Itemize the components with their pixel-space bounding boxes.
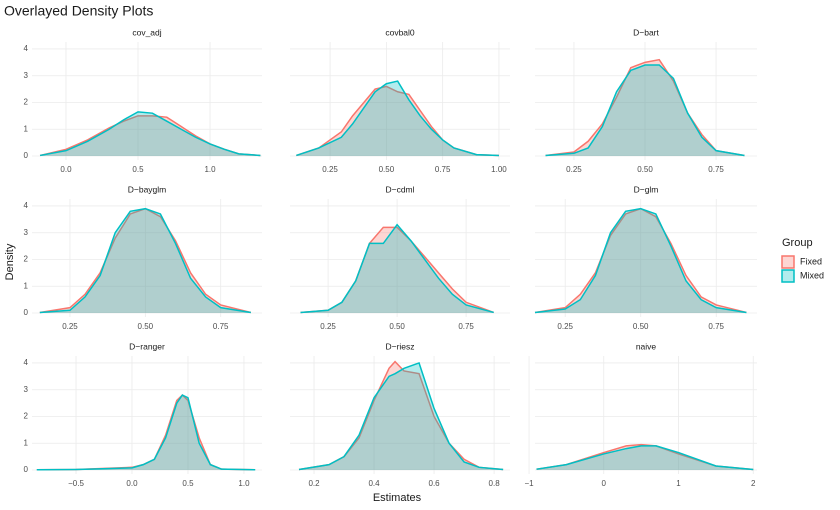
- density-line: [534, 207, 747, 314]
- chart-title: Overlayed Density Plots: [4, 3, 153, 19]
- panel-title: D−glm: [634, 184, 659, 194]
- legend-title: Group: [782, 237, 813, 249]
- y-tick-label: 2: [24, 255, 29, 264]
- x-tick-label: 1: [676, 479, 681, 488]
- x-tick-label: 0.4: [368, 479, 380, 488]
- panel-title: cov_adj: [132, 27, 161, 37]
- x-tick-label: 0.25: [320, 322, 336, 331]
- density-area: [39, 208, 251, 313]
- density-area: [36, 395, 256, 470]
- y-tick-label: 4: [24, 201, 29, 210]
- x-axis-title: Estimates: [373, 492, 422, 504]
- panel-title: D−cdml: [385, 184, 414, 194]
- x-tick-label: 0: [602, 479, 607, 488]
- y-tick-label: 3: [24, 228, 29, 237]
- x-tick-label: −1: [524, 479, 534, 488]
- y-tick-label: 0: [24, 465, 29, 474]
- x-tick-label: 0.2: [308, 479, 320, 488]
- x-tick-label: 0.75: [708, 322, 724, 331]
- panel-title: D−bart: [633, 27, 659, 37]
- density-area: [36, 395, 256, 470]
- x-tick-label: 0.50: [379, 165, 395, 174]
- x-tick-label: 0.75: [458, 322, 474, 331]
- x-tick-label: 0.8: [489, 479, 501, 488]
- density-area: [299, 362, 504, 470]
- density-area: [40, 111, 261, 156]
- panel-title: naive: [636, 341, 657, 351]
- x-tick-label: 0.75: [213, 322, 229, 331]
- density-line: [296, 80, 499, 157]
- x-tick-label: 1.0: [238, 479, 250, 488]
- x-tick-label: 0.75: [435, 165, 451, 174]
- x-tick-label: 0.0: [126, 479, 138, 488]
- density-line: [298, 361, 504, 471]
- x-tick-label: 1.00: [491, 165, 507, 174]
- y-tick-label: 3: [24, 385, 29, 394]
- x-tick-label: −0.5: [68, 479, 84, 488]
- density-line: [300, 223, 494, 314]
- density-area: [300, 227, 494, 313]
- density-area: [296, 81, 499, 156]
- x-tick-label: 0.50: [637, 165, 653, 174]
- density-area: [535, 208, 747, 313]
- density-line: [545, 64, 745, 157]
- density-area: [296, 86, 499, 156]
- x-tick-label: 0.25: [322, 165, 338, 174]
- x-tick-label: 0.5: [182, 479, 194, 488]
- density-area: [40, 115, 261, 156]
- x-tick-label: 0.50: [138, 322, 154, 331]
- legend-label: Mixed: [800, 270, 824, 280]
- density-line: [39, 111, 261, 157]
- panel-title: covbal0: [385, 27, 415, 37]
- y-tick-label: 0: [24, 151, 29, 160]
- panel-title: D−ranger: [129, 341, 165, 351]
- y-tick-label: 1: [24, 438, 29, 447]
- y-tick-label: 3: [24, 71, 29, 80]
- x-tick-label: 0.5: [132, 165, 144, 174]
- density-area: [300, 224, 494, 313]
- density-line: [545, 58, 745, 157]
- y-tick-label: 2: [24, 412, 29, 421]
- y-tick-label: 1: [24, 281, 29, 290]
- density-line: [36, 394, 256, 471]
- x-tick-label: 0.50: [389, 322, 405, 331]
- y-tick-label: 2: [24, 98, 29, 107]
- density-area: [545, 59, 745, 156]
- x-tick-label: 2: [751, 479, 756, 488]
- density-line: [36, 394, 256, 471]
- density-area: [299, 361, 504, 470]
- x-tick-label: 0.0: [60, 165, 72, 174]
- x-tick-label: 0.75: [708, 165, 724, 174]
- y-tick-label: 1: [24, 124, 29, 133]
- legend-label: Fixed: [800, 256, 822, 266]
- y-tick-label: 4: [24, 44, 29, 53]
- density-area: [545, 65, 745, 156]
- y-axis-title: Density: [4, 243, 16, 280]
- x-tick-label: 0.6: [429, 479, 441, 488]
- legend-key: [781, 255, 795, 269]
- density-area: [536, 444, 754, 470]
- panel-title: D−bayglm: [128, 184, 167, 194]
- x-tick-label: 1.0: [204, 165, 216, 174]
- density-line: [39, 207, 251, 314]
- x-tick-label: 0.25: [62, 322, 78, 331]
- panel-title: D−riesz: [385, 341, 414, 351]
- x-tick-label: 0.25: [557, 322, 573, 331]
- x-tick-label: 0.25: [566, 165, 582, 174]
- x-tick-label: 0.50: [633, 322, 649, 331]
- y-tick-label: 0: [24, 308, 29, 317]
- density-line: [536, 445, 754, 471]
- y-tick-label: 4: [24, 358, 29, 367]
- legend-key: [781, 269, 795, 283]
- density-area: [536, 445, 754, 470]
